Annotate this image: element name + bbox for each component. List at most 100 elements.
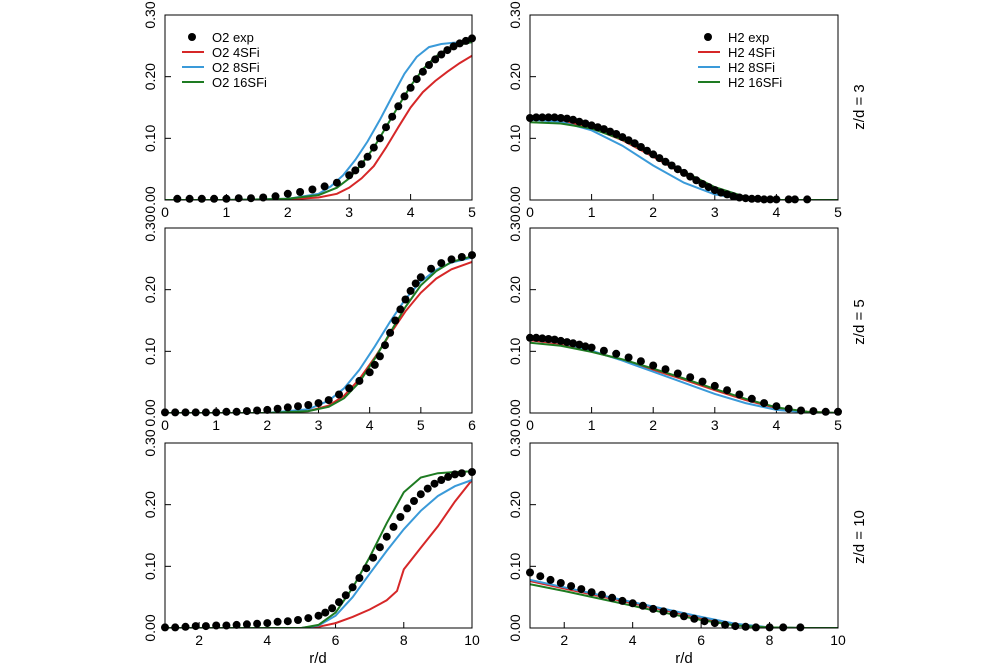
panel-h2_z10: 2 4 6 8 10 0.00 0.10 0.20 0.30 (507, 429, 846, 648)
exp-point (247, 194, 255, 203)
line-8SFi (165, 256, 472, 413)
exp-point (382, 123, 390, 132)
exp-point (567, 582, 576, 591)
exp-point (348, 583, 357, 592)
x-tick-label: 1 (223, 204, 231, 220)
exp-point (581, 342, 590, 351)
exp-point (370, 360, 379, 369)
y-tick-label: 0.00 (142, 614, 158, 641)
exp-point (328, 604, 337, 613)
exp-point (741, 622, 750, 631)
exp-point (546, 575, 555, 584)
exp-point (375, 543, 384, 552)
exp-point (391, 316, 400, 325)
y-tick-label: 0.00 (142, 186, 158, 213)
plot-frame (529, 14, 839, 201)
row-label-z3: z/d = 3 (851, 84, 868, 129)
line-8SFi (530, 338, 838, 413)
exp-point (232, 620, 241, 629)
line-4SFi (530, 117, 838, 200)
exp-points-o2_z3 (173, 34, 476, 203)
exp-point (406, 83, 415, 92)
exp-point (698, 180, 707, 188)
exp-point (821, 407, 830, 416)
x-tick-label: 4 (773, 417, 781, 433)
exp-point (618, 133, 627, 142)
y-tick-label: 0.30 (507, 429, 523, 456)
x-tick-label: 0 (161, 417, 169, 433)
exp-point (538, 334, 547, 343)
legend-marker (188, 33, 196, 41)
exp-point (581, 119, 590, 128)
row-label-z5: z/d = 5 (851, 299, 868, 344)
exp-point (242, 620, 251, 629)
series-lines-o2_z5 (165, 255, 472, 413)
exp-point (283, 617, 292, 626)
exp-point (294, 402, 302, 411)
exp-point (447, 255, 456, 264)
exp-point (575, 340, 584, 349)
y-tick-label: 0.10 (142, 552, 158, 579)
exp-point (411, 279, 420, 288)
exp-point (263, 405, 272, 414)
exp-point (569, 339, 578, 348)
exp-point (692, 176, 701, 185)
exp-point (324, 396, 333, 405)
exp-point (700, 617, 709, 626)
y-tick-label: 0.10 (507, 124, 523, 151)
exp-point (680, 168, 688, 177)
line-4SFi (165, 479, 472, 628)
exp-point (455, 39, 464, 48)
exp-point (710, 381, 719, 390)
exp-point (296, 188, 305, 196)
exp-point (606, 127, 615, 136)
row-label-z10: z/d = 10 (851, 510, 868, 564)
x-tick-label: 5 (834, 417, 842, 433)
exp-points-o2_z5 (161, 251, 476, 417)
exp-point (544, 113, 553, 122)
x-tick-label: 6 (468, 417, 476, 433)
exp-point (401, 295, 410, 304)
x-tick-label: 4 (407, 204, 415, 220)
exp-point (283, 403, 292, 412)
x-tick-label: 2 (649, 417, 657, 433)
exp-point (369, 143, 378, 152)
exp-point (191, 622, 200, 631)
legend-label: O2 16SFi (212, 75, 267, 90)
y-tick-label: 0.10 (142, 337, 158, 364)
exp-point (575, 117, 584, 126)
exp-point (418, 67, 427, 76)
y-tick-label: 0.20 (507, 63, 523, 90)
exp-point (403, 504, 412, 513)
exp-point (185, 194, 194, 203)
exp-point (173, 194, 182, 203)
x-tick-label: 4 (366, 417, 374, 433)
x-tick-label: 2 (649, 204, 657, 220)
exp-point (747, 394, 756, 403)
exp-point (273, 404, 282, 413)
exp-point (599, 346, 608, 355)
exp-point (597, 590, 606, 599)
exp-point (669, 609, 678, 618)
exp-points-h2_z5 (526, 333, 842, 416)
exp-point (314, 611, 323, 620)
y-tick-label: 0.00 (142, 399, 158, 426)
exp-point (760, 195, 769, 204)
y-tick-label: 0.00 (507, 614, 523, 641)
exp-point (612, 349, 621, 358)
legend-label: O2 exp (212, 30, 254, 45)
y-tick-label: 0.10 (142, 124, 158, 151)
exp-point (457, 469, 466, 478)
exp-point (667, 161, 676, 170)
y-tick-label: 0.00 (507, 186, 523, 213)
exp-point (710, 619, 719, 628)
exp-point (563, 114, 571, 123)
y-tick-label: 0.30 (142, 429, 158, 456)
exp-point (449, 42, 458, 51)
exp-point (355, 574, 364, 582)
exp-point (273, 617, 282, 626)
legend-label: O2 8SFi (212, 60, 260, 75)
